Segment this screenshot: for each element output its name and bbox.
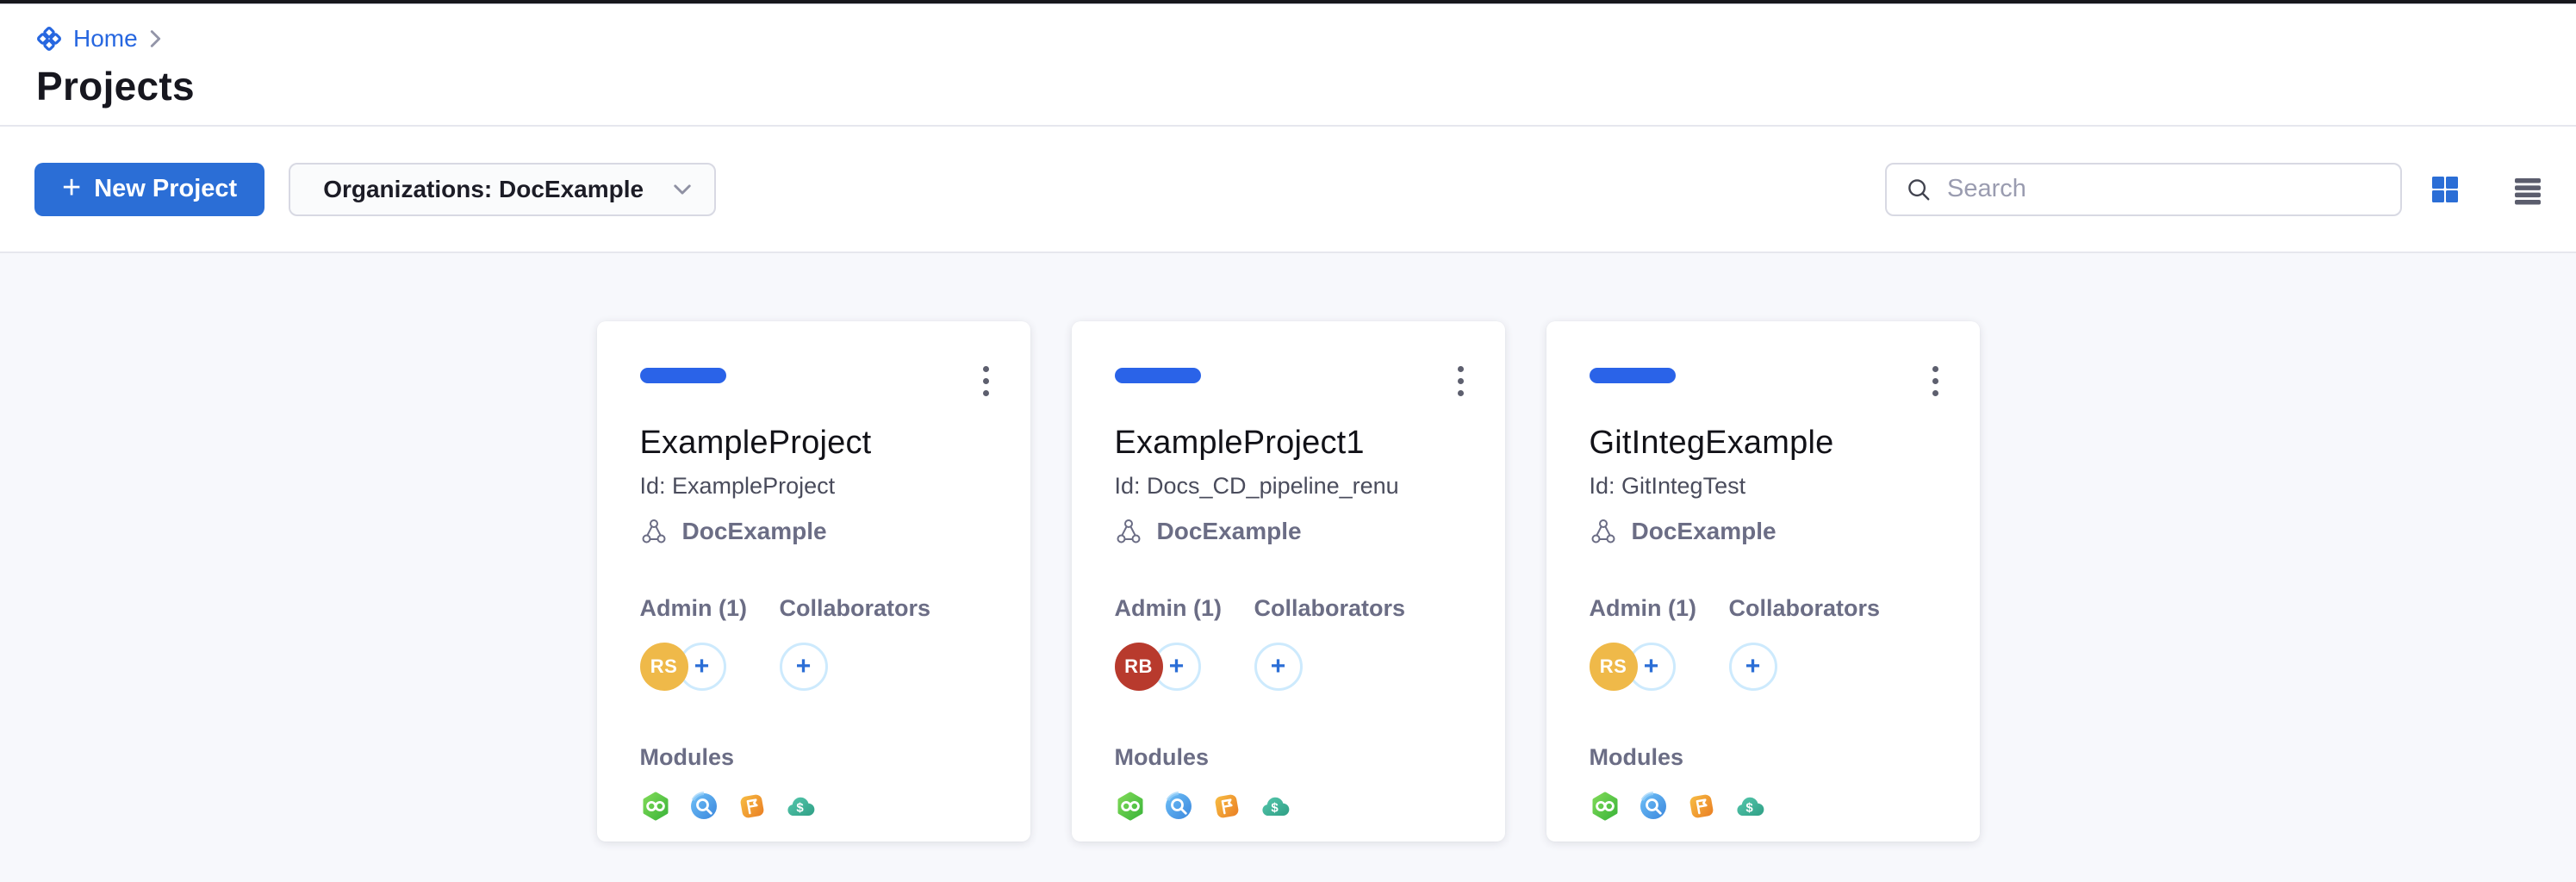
organization-icon [1115, 518, 1142, 545]
ccm-module-icon: $ [1736, 797, 1764, 817]
project-menu-button[interactable] [1926, 361, 1945, 401]
collaborators-label: Collaborators [779, 595, 931, 621]
projects-content: ExampleProject Id: ExampleProject DocExa… [0, 253, 2576, 842]
admin-avatar[interactable]: RS [1589, 643, 1638, 691]
ci-module-icon [1592, 792, 1617, 821]
project-menu-button[interactable] [976, 361, 996, 401]
add-collaborator-button[interactable]: + [1728, 643, 1777, 691]
ccm-module-icon: $ [787, 797, 814, 817]
modules-label: Modules [639, 744, 735, 770]
ccm-module-icon: $ [1261, 797, 1289, 817]
admin-label: Admin (1) [1589, 595, 1697, 621]
svg-text:$: $ [1271, 801, 1279, 816]
project-id: Id: GitIntegTest [1589, 473, 1746, 499]
admin-avatar[interactable]: RB [1114, 643, 1163, 691]
grid-view-button[interactable] [2426, 171, 2464, 208]
grid-view-icon [2432, 176, 2458, 202]
cv-module-icon [1640, 792, 1666, 819]
new-project-label: New Project [94, 175, 238, 202]
breadcrumb: Home [36, 22, 2542, 56]
project-title: GitIntegExample [1589, 425, 1834, 461]
organizations-filter-value: Organizations: DocExample [323, 175, 644, 202]
organizations-filter-dropdown[interactable]: Organizations: DocExample [289, 162, 717, 216]
ci-module-icon [1117, 792, 1142, 821]
page-title: Projects [36, 64, 195, 109]
plus-icon: + [62, 169, 82, 206]
organization-icon [1590, 518, 1617, 545]
ff-module-icon [1689, 794, 1713, 818]
organization-name: DocExample [1631, 518, 1776, 544]
cv-module-icon [1165, 792, 1192, 819]
collaborators-label: Collaborators [1254, 595, 1406, 621]
project-id: Id: ExampleProject [639, 473, 836, 499]
harness-diamond-logo-icon[interactable] [36, 26, 62, 52]
organization-name: DocExample [681, 518, 827, 544]
collaborators-label: Collaborators [1728, 595, 1881, 621]
organization-icon [640, 518, 668, 545]
cv-module-icon [690, 792, 717, 819]
project-color-bar [1589, 368, 1676, 383]
project-color-bar [639, 368, 726, 383]
project-cards-grid: ExampleProject Id: ExampleProject DocExa… [0, 321, 2576, 842]
toolbar: + New Project Organizations: DocExample [0, 127, 2576, 253]
ff-module-icon [740, 794, 763, 818]
add-collaborator-button[interactable]: + [779, 643, 828, 691]
list-view-button[interactable] [2509, 171, 2547, 208]
project-card-gitintegexample[interactable]: GitIntegExample Id: GitIntegTest DocExam… [1546, 321, 1980, 842]
admin-label: Admin (1) [1114, 595, 1223, 621]
project-title: ExampleProject [639, 425, 872, 461]
breadcrumb-home-link[interactable]: Home [73, 25, 138, 52]
page-header: Home Projects [0, 4, 2576, 127]
admin-label: Admin (1) [639, 595, 748, 621]
project-card-exampleproject1[interactable]: ExampleProject1 Id: Docs_CD_pipeline_ren… [1071, 321, 1505, 842]
add-admin-button[interactable]: + [677, 643, 726, 691]
chevron-down-icon [673, 183, 692, 196]
svg-text:$: $ [1745, 801, 1753, 816]
chevron-right-icon [149, 28, 162, 49]
project-title: ExampleProject1 [1114, 425, 1365, 461]
list-view-icon [2515, 177, 2541, 204]
window-top-edge [0, 0, 2576, 4]
project-id: Id: Docs_CD_pipeline_renu [1114, 473, 1399, 499]
ci-module-icon [643, 792, 668, 821]
search-input[interactable] [1945, 174, 2381, 204]
add-collaborator-button[interactable]: + [1254, 643, 1303, 691]
search-box [1885, 162, 2402, 216]
admin-avatar[interactable]: RS [639, 643, 688, 691]
new-project-button[interactable]: + New Project [34, 162, 265, 216]
ff-module-icon [1215, 794, 1238, 818]
project-card-exampleproject[interactable]: ExampleProject Id: ExampleProject DocExa… [596, 321, 1030, 842]
organization-name: DocExample [1156, 518, 1302, 544]
svg-text:$: $ [796, 801, 804, 816]
project-color-bar [1114, 368, 1201, 383]
search-icon [1906, 177, 1932, 202]
modules-label: Modules [1589, 744, 1684, 770]
add-admin-button[interactable]: + [1627, 643, 1676, 691]
modules-label: Modules [1114, 744, 1210, 770]
project-menu-button[interactable] [1451, 361, 1471, 401]
